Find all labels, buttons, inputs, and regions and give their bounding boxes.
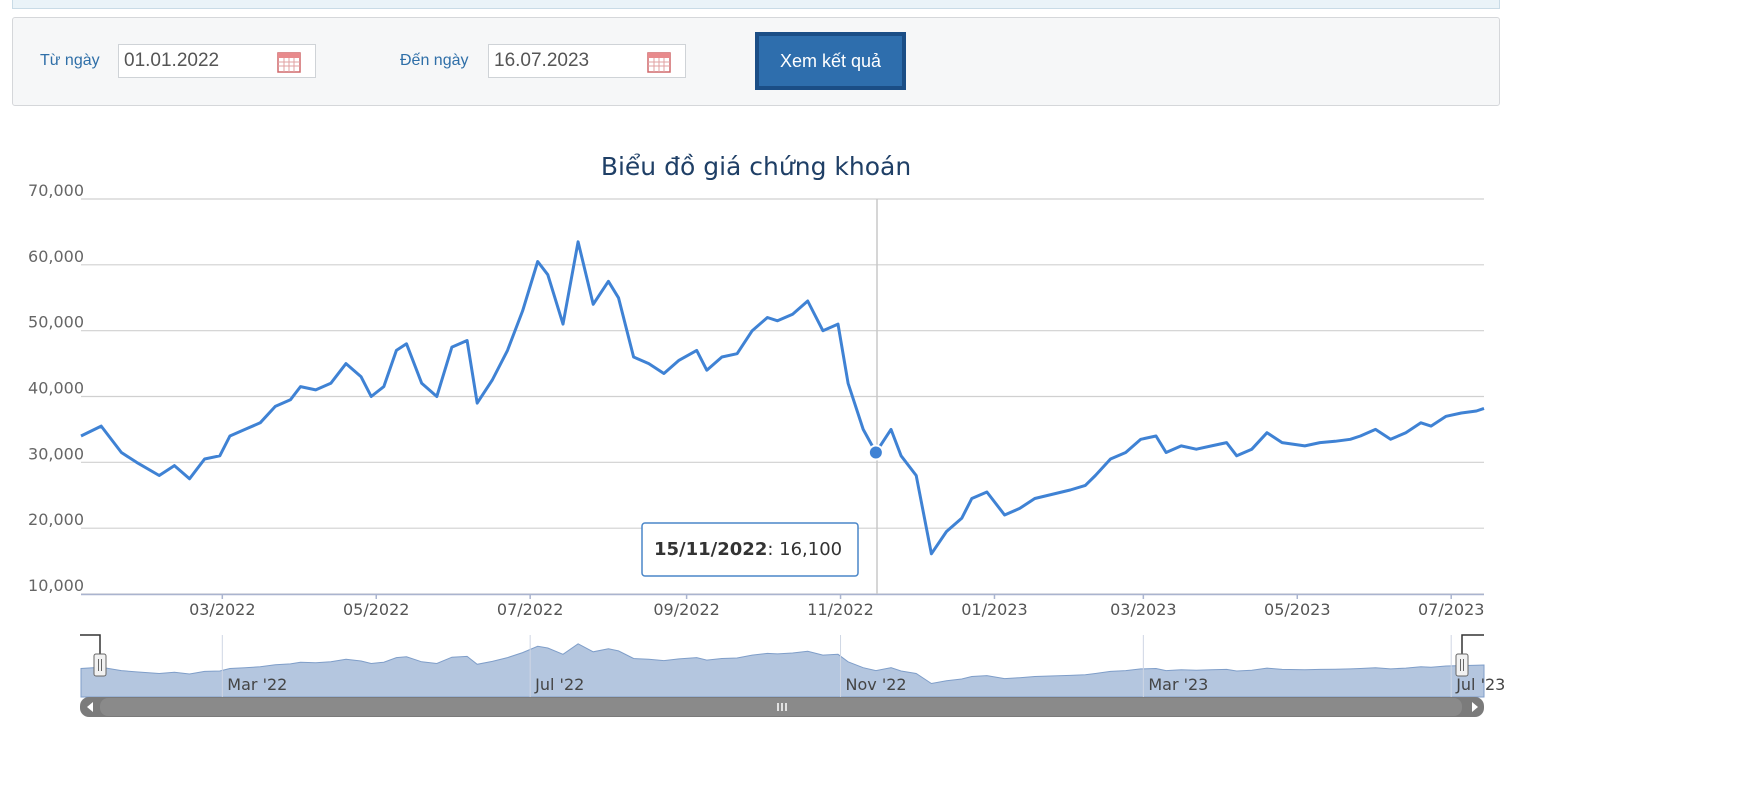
tooltip-value: 16,100 [779,539,842,560]
arrow-left-icon[interactable] [87,702,93,712]
y-tick-label: 70,000 [28,181,84,200]
navigator: Mar '22 Jul '22 Nov '22 Mar '23 Jul '23 [80,634,1505,698]
top-banner-strip [12,0,1500,9]
view-results-button[interactable]: Xem kết quả [755,32,906,90]
tooltip-text: 15/11/2022: 16,100 [654,539,842,560]
navigator-tick-label: Jul '23 [1455,675,1505,694]
scrollbar[interactable] [80,697,1484,717]
from-date-label: Từ ngày [40,52,100,69]
price-series-line [80,240,1485,556]
x-tick-label: 07/2023 [1418,600,1484,619]
y-tick-label: 30,000 [28,444,84,463]
x-tick-label: 05/2022 [343,600,409,619]
navigator-area [80,643,1485,698]
y-tick-label: 20,000 [28,510,84,529]
scrollbar-thumb[interactable] [100,698,1462,716]
x-tick-label: 11/2022 [807,600,873,619]
x-tick-label: 03/2022 [189,600,255,619]
navigator-handle-right[interactable] [1455,653,1469,677]
x-tick-label: 05/2023 [1264,600,1330,619]
hover-point-marker [867,444,884,461]
x-tick-label: 07/2022 [497,600,563,619]
y-tick-label: 40,000 [28,379,84,398]
tooltip-date: 15/11/2022 [654,539,767,560]
navigator-handle-left[interactable] [93,653,107,677]
to-date-label: Đến ngày [400,52,469,69]
chart-title: Biểu đồ giá chứng khoán [601,152,911,181]
navigator-tick-label: Jul '22 [534,675,584,694]
from-date-field[interactable] [118,44,316,78]
grip-icon [777,703,787,711]
x-tick-label: 03/2023 [1110,600,1176,619]
arrow-right-icon[interactable] [1472,702,1478,712]
calendar-icon[interactable] [277,51,301,73]
to-date-field[interactable] [488,44,686,78]
calendar-icon[interactable] [647,51,671,73]
x-tick-label: 09/2022 [653,600,719,619]
navigator-tick-label: Mar '23 [1148,675,1208,694]
navigator-tick-label: Nov '22 [846,675,907,694]
y-tick-label: 60,000 [28,247,84,266]
y-tick-label: 50,000 [28,313,84,332]
from-date-input[interactable] [124,50,274,72]
navigator-tick-label: Mar '22 [227,675,287,694]
tooltip: 15/11/2022: 16,100 [641,522,859,577]
to-date-input[interactable] [494,50,644,72]
x-tick-label: 01/2023 [961,600,1027,619]
y-tick-label: 10,000 [28,576,84,595]
